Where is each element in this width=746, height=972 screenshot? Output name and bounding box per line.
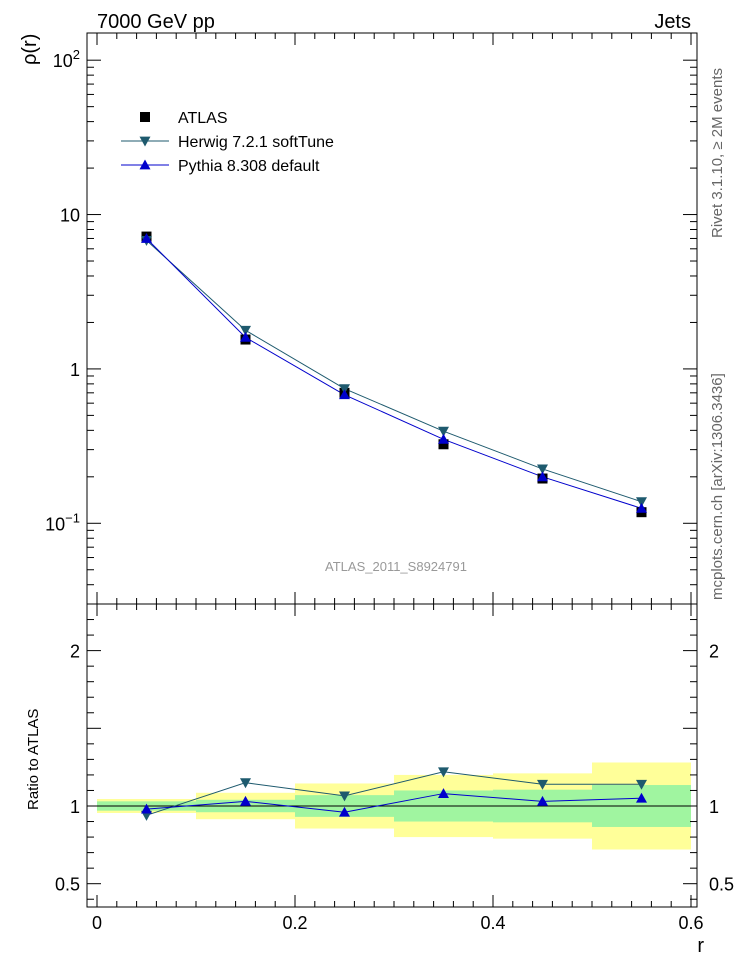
data-point — [141, 232, 152, 243]
ratio-panel: 0 0.2 0.4 0.6 0.5 0.5 1 1 2 2 — [55, 603, 734, 933]
data-point — [636, 502, 647, 513]
legend-label: Pythia 8.308 default — [178, 158, 320, 175]
data-point — [339, 389, 350, 400]
ratio-y-tick-label: 2 — [709, 642, 719, 662]
ratio-y-tick-label: 0.5 — [709, 875, 734, 895]
data-point — [636, 497, 647, 508]
data-point — [438, 433, 449, 444]
legend-entry: Herwig 7.2.1 softTune — [121, 134, 334, 151]
ratio-series-line — [146, 793, 642, 813]
x-tick-label: 0.4 — [480, 913, 505, 933]
ratio-data-point — [339, 791, 350, 802]
data-point — [339, 384, 350, 395]
ratio-y-axis-label: Ratio to ATLAS — [25, 709, 42, 810]
ratio-y-tick-label: 2 — [70, 642, 80, 662]
legend-entry: ATLAS — [140, 110, 228, 127]
ratio-data-point — [339, 806, 350, 817]
data-point — [438, 439, 449, 450]
legend-entry: Pythia 8.308 default — [121, 158, 320, 175]
series-line — [146, 240, 642, 503]
ratio-data-point — [240, 778, 251, 789]
y-tick-label: 102 — [53, 47, 80, 71]
legend-marker — [139, 136, 151, 147]
ratio-data-point — [537, 779, 548, 790]
y-tick-label: 10 — [60, 206, 80, 226]
watermark: ATLAS_2011_S8924791 — [325, 559, 467, 574]
data-point — [537, 464, 548, 475]
legend-marker — [140, 112, 150, 122]
y-tick-label: 10−1 — [45, 510, 80, 534]
ratio-data-point — [141, 803, 152, 814]
ratio-y-tick-label: 1 — [709, 797, 719, 817]
legend-label: ATLAS — [178, 110, 228, 127]
data-point — [240, 331, 251, 342]
main-panel: 10−1 1 10 102 ATLAS Herwig 7.2.1 softTune Pyth… — [45, 32, 698, 605]
x-tick-label: 0.2 — [282, 913, 307, 933]
ratio-data-point — [438, 788, 449, 798]
legend-label: Herwig 7.2.1 softTune — [178, 134, 334, 151]
ratio-data-point — [438, 767, 449, 778]
main-y-axis-label: ρ(r) — [19, 34, 41, 65]
ratio-data-point — [537, 795, 548, 806]
data-point — [240, 325, 251, 336]
data-point — [438, 426, 449, 437]
ratio-data-point — [636, 779, 647, 790]
ratio-y-tick-label: 1 — [70, 797, 80, 817]
data-point — [537, 471, 548, 482]
ratio-frame — [86, 603, 698, 908]
ratio-y-tick-label: 0.5 — [55, 875, 80, 895]
series-line — [146, 238, 642, 509]
ratio-x-axis-label: r — [697, 935, 704, 957]
x-tick-label: 0.6 — [678, 913, 703, 933]
header-left: 7000 GeV pp — [97, 11, 215, 33]
header-right: Jets — [654, 11, 691, 33]
legend: ATLAS Herwig 7.2.1 softTune Pythia 8.308 d… — [121, 110, 334, 175]
x-tick-label: 0 — [92, 913, 102, 933]
ratio-data-point — [636, 792, 647, 803]
y-tick-label: 1 — [70, 360, 80, 380]
side-text-bottom: mcplots.cern.ch [arXiv:1306.3436] — [709, 373, 726, 600]
ratio-series-line — [146, 771, 642, 816]
side-text-top: Rivet 3.1.10, ≥ 2M events — [709, 68, 726, 238]
ratio-data-point — [240, 795, 251, 806]
legend-marker — [139, 159, 151, 170]
